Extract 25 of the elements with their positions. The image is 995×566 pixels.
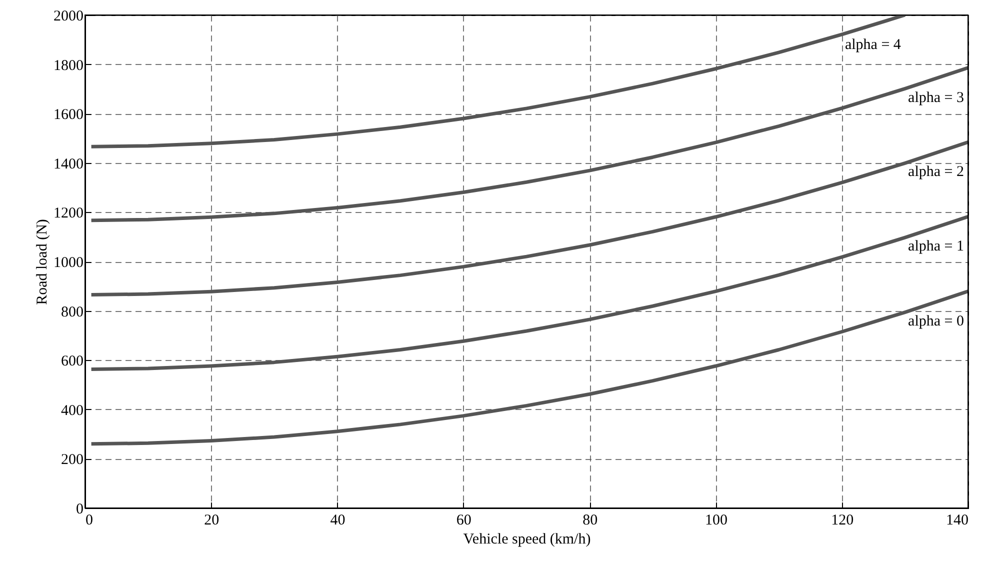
- series-label: alpha = 3: [908, 90, 964, 106]
- x-tick-label: 20: [204, 512, 220, 528]
- y-tick-label: 200: [61, 452, 84, 468]
- y-tick-label: 2000: [54, 8, 84, 24]
- y-tick-label: 800: [61, 304, 84, 320]
- y-tick-label: 1400: [54, 156, 84, 172]
- x-tick-label: 140: [946, 512, 968, 528]
- y-tick-label: 400: [61, 402, 84, 419]
- x-axis-title: Vehicle speed (km/h): [463, 532, 591, 548]
- x-tick-label: 100: [704, 512, 728, 528]
- series-label: alpha = 2: [908, 164, 964, 180]
- y-tick-label: 1800: [54, 58, 84, 74]
- y-tick-label: 1200: [54, 206, 84, 222]
- x-tick-label: 60: [456, 512, 472, 528]
- series-label: alpha = 4: [844, 37, 902, 53]
- y-tick-label: 0: [76, 502, 84, 518]
- series-label: alpha = 0: [908, 313, 964, 330]
- series-label: alpha = 1: [908, 238, 964, 255]
- y-tick-label: 1000: [54, 255, 84, 271]
- y-axis-title: Road load (N): [34, 219, 50, 305]
- y-tick-label: 600: [61, 354, 84, 370]
- x-tick-label: 120: [831, 512, 854, 528]
- y-tick-label: 1600: [54, 107, 84, 124]
- x-tick-label: 40: [330, 512, 346, 528]
- x-tick-label: 80: [582, 512, 598, 528]
